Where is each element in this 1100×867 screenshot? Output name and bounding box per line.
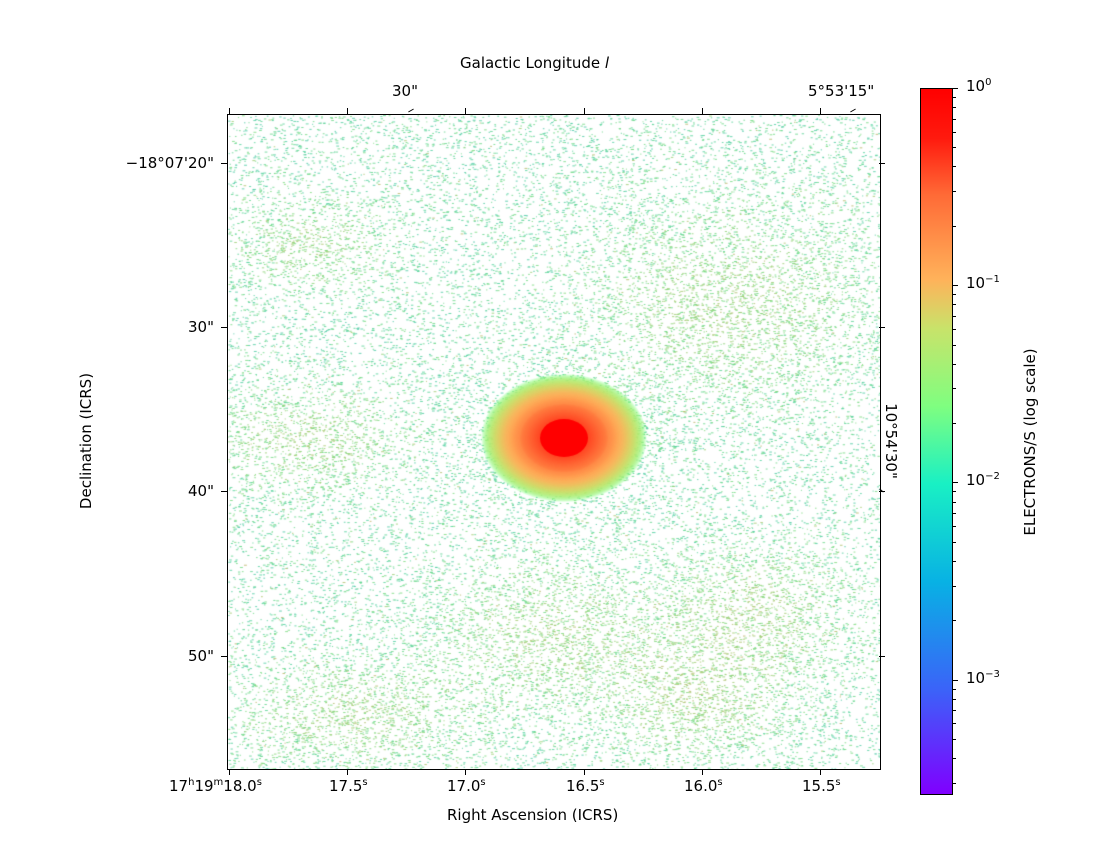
colorbar-minor-tick bbox=[953, 501, 956, 503]
colorbar-minor-tick bbox=[953, 315, 956, 317]
colorbar-minor-tick bbox=[953, 328, 956, 330]
x-tick-top bbox=[347, 108, 348, 114]
x-tick bbox=[347, 769, 348, 775]
colorbar-minor-tick bbox=[953, 758, 956, 760]
x-tick-label: 15.5s bbox=[802, 777, 841, 795]
colorbar-minor-tick bbox=[953, 363, 956, 365]
colorbar-minor-tick bbox=[953, 723, 956, 725]
top-axis-label: Galactic Longitude l bbox=[460, 54, 609, 72]
y-tick bbox=[221, 656, 227, 657]
colorbar bbox=[920, 88, 953, 795]
colorbar-tick-label: 100 bbox=[966, 77, 992, 95]
x-tick bbox=[465, 769, 466, 775]
colorbar-minor-tick bbox=[953, 526, 956, 528]
image-plot bbox=[227, 114, 881, 770]
x-tick-top bbox=[465, 108, 466, 114]
y-tick-right bbox=[879, 656, 885, 657]
top-tick-label: 5°53'15" bbox=[808, 82, 875, 100]
colorbar-minor-tick bbox=[953, 710, 956, 712]
colorbar-minor-tick bbox=[953, 698, 956, 700]
colorbar-minor-tick bbox=[953, 225, 956, 227]
y-tick-label: −18°07'20" bbox=[125, 154, 214, 172]
colorbar-minor-tick bbox=[953, 512, 956, 514]
right-axis-label: 10°54'30" bbox=[882, 403, 900, 479]
colorbar-minor-tick bbox=[953, 585, 956, 587]
x-tick-label: 17.0s bbox=[447, 777, 486, 795]
colorbar-minor-tick bbox=[953, 344, 956, 346]
colorbar-tick-label: 10−3 bbox=[966, 668, 1000, 687]
x-tick-top bbox=[820, 108, 821, 114]
colorbar-minor-tick bbox=[953, 560, 956, 562]
galactic-tick bbox=[850, 108, 856, 113]
y-tick bbox=[221, 491, 227, 492]
x-tick bbox=[229, 769, 230, 775]
y-axis-label: Declination (ICRS) bbox=[77, 372, 95, 510]
y-tick-right bbox=[879, 163, 885, 164]
colorbar-major-tick bbox=[953, 88, 958, 89]
top-tick-label: 30" bbox=[392, 82, 418, 100]
colorbar-major-tick bbox=[953, 679, 958, 681]
x-tick-label: 16.5s bbox=[566, 777, 605, 795]
colorbar-minor-tick bbox=[953, 147, 956, 149]
x-axis-label: Right Ascension (ICRS) bbox=[447, 806, 619, 824]
y-tick-label: 30" bbox=[188, 318, 214, 336]
colorbar-minor-tick bbox=[953, 620, 956, 622]
x-tick bbox=[702, 769, 703, 775]
colorbar-minor-tick bbox=[953, 304, 956, 306]
x-tick-top bbox=[229, 108, 230, 114]
colorbar-major-tick bbox=[953, 285, 958, 287]
x-tick-top bbox=[702, 108, 703, 114]
colorbar-minor-tick bbox=[953, 738, 956, 740]
colorbar-tick-label: 10−1 bbox=[966, 274, 1000, 293]
colorbar-minor-tick bbox=[953, 423, 956, 425]
colorbar-minor-tick bbox=[953, 688, 956, 690]
colorbar-major-tick bbox=[953, 482, 958, 484]
colorbar-tick-label: 10−2 bbox=[966, 471, 1000, 490]
top-axis-label-text: Galactic Longitude l bbox=[460, 54, 610, 72]
colorbar-minor-tick bbox=[953, 782, 956, 784]
colorbar-minor-tick bbox=[953, 166, 956, 168]
galactic-tick bbox=[408, 108, 414, 113]
x-tick-label: 17.5s bbox=[329, 777, 368, 795]
colorbar-minor-tick bbox=[953, 491, 956, 493]
x-tick-label: 16.0s bbox=[684, 777, 723, 795]
x-tick bbox=[820, 769, 821, 775]
x-tick bbox=[584, 769, 585, 775]
y-tick-label: 40" bbox=[188, 482, 214, 500]
colorbar-minor-tick bbox=[953, 294, 956, 296]
colorbar-minor-tick bbox=[953, 541, 956, 543]
colorbar-minor-tick bbox=[953, 388, 956, 390]
colorbar-minor-tick bbox=[953, 97, 956, 99]
x-tick-top bbox=[584, 108, 585, 114]
y-tick bbox=[221, 163, 227, 164]
x-tick-label: 17h19m18.0s bbox=[169, 777, 262, 795]
colorbar-label: ELECTRONS/S (log scale) bbox=[1021, 348, 1039, 536]
colorbar-minor-tick bbox=[953, 118, 956, 120]
colorbar-minor-tick bbox=[953, 191, 956, 193]
y-tick-right bbox=[879, 327, 885, 328]
colorbar-minor-tick bbox=[953, 107, 956, 109]
y-tick-label: 50" bbox=[188, 647, 214, 665]
colorbar-minor-tick bbox=[953, 131, 956, 133]
y-tick bbox=[221, 327, 227, 328]
